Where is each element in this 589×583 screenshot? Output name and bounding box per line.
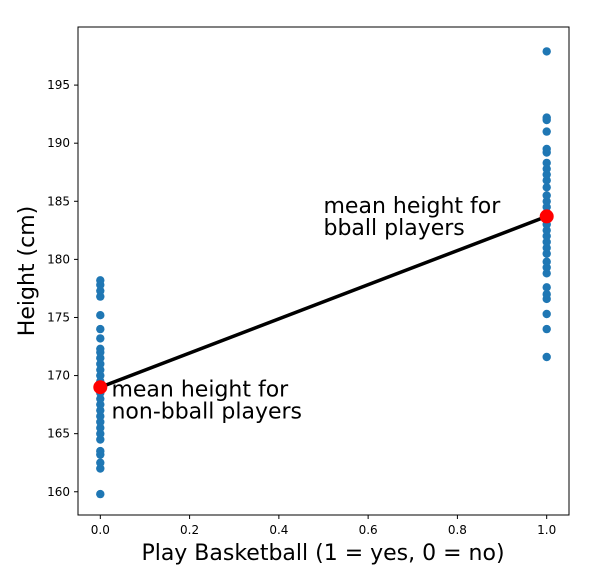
data-point <box>542 127 551 136</box>
y-tick-label: 175 <box>47 310 70 324</box>
x-tick-label: 0.6 <box>359 523 378 537</box>
data-point <box>542 352 551 362</box>
data-point <box>542 237 551 247</box>
annotation-text: mean height for <box>111 377 289 402</box>
data-point <box>96 286 105 295</box>
data-point <box>542 183 551 192</box>
data-point <box>96 276 105 285</box>
data-point <box>542 283 551 292</box>
data-point <box>542 231 551 241</box>
data-point <box>96 458 105 467</box>
x-tick-label: 0.8 <box>448 523 467 537</box>
mean-point <box>539 209 554 224</box>
y-tick-label: 170 <box>47 369 70 383</box>
data-point <box>542 144 551 154</box>
y-tick-label: 160 <box>47 485 70 499</box>
y-axis-ticks: 160 165 170 175 180 185 190 195 <box>47 78 78 499</box>
y-tick-label: 165 <box>47 427 70 441</box>
x-tick-label: 0.4 <box>269 523 288 537</box>
data-point <box>96 292 105 301</box>
data-point <box>96 344 105 353</box>
y-tick-label: 195 <box>47 78 70 92</box>
data-point <box>96 371 105 380</box>
data-point <box>96 489 105 499</box>
x-axis-label: Play Basketball (1 = yes, 0 = no) <box>141 541 504 566</box>
y-axis-label: Height (cm) <box>15 206 40 336</box>
data-point <box>96 446 105 456</box>
data-point <box>542 191 551 200</box>
x-axis-ticks: 0.0 0.2 0.4 0.6 0.8 1.0 <box>91 515 556 537</box>
data-point <box>96 423 105 433</box>
data-point <box>96 464 105 473</box>
x-tick-label: 0.2 <box>180 523 199 537</box>
data-point <box>542 269 551 278</box>
data-point <box>542 226 551 235</box>
data-point <box>96 365 105 374</box>
data-point <box>542 309 551 319</box>
data-point <box>96 359 105 369</box>
data-point <box>542 324 551 334</box>
data-point <box>96 400 105 409</box>
y-tick-label: 180 <box>47 252 70 266</box>
data-point <box>542 197 551 206</box>
data-point <box>542 170 551 179</box>
data-point <box>542 290 551 299</box>
data-point <box>96 417 105 427</box>
regression-line <box>99 214 548 389</box>
data-point <box>96 429 105 438</box>
data-point <box>542 113 551 122</box>
data-point <box>96 394 105 403</box>
annotation-text: mean height for <box>324 194 502 219</box>
x-tick-label: 1.0 <box>537 523 556 537</box>
annotation-text: non-bball players <box>111 399 302 424</box>
data-point <box>542 176 551 185</box>
mean-point <box>93 380 108 395</box>
data-point <box>542 243 551 252</box>
data-point <box>96 324 105 334</box>
data-point <box>542 47 551 56</box>
data-point <box>542 249 551 258</box>
annotation-text: bball players <box>324 216 465 241</box>
data-point <box>96 435 105 444</box>
data-point <box>542 257 551 266</box>
data-point <box>96 412 105 421</box>
data-point <box>96 406 105 415</box>
plot-area <box>77 26 570 516</box>
data-point <box>542 202 551 212</box>
data-point <box>96 311 105 320</box>
y-tick-label: 190 <box>47 136 70 150</box>
data-point <box>542 158 551 168</box>
y-tick-label: 185 <box>47 194 70 208</box>
data-marks <box>93 47 554 499</box>
data-point <box>96 353 105 363</box>
x-tick-label: 0.0 <box>91 523 110 537</box>
data-point <box>542 164 551 173</box>
data-point <box>542 263 551 272</box>
data-point <box>96 334 105 343</box>
